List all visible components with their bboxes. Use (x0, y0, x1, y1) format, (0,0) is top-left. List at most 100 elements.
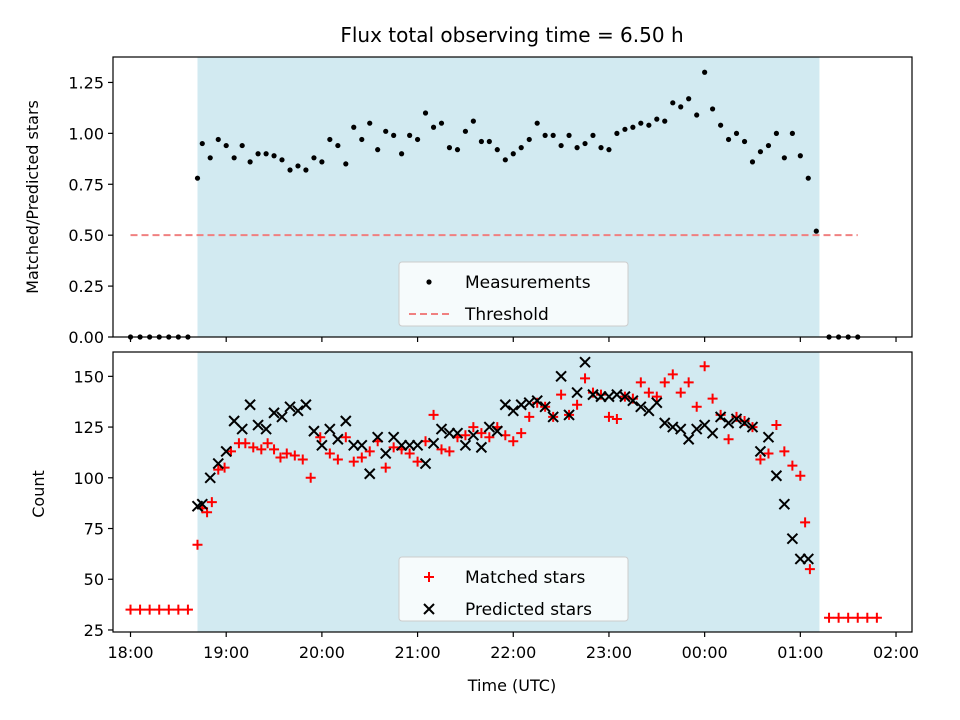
data-point (659, 377, 670, 388)
data-point (430, 124, 437, 130)
y-axis-label-bottom: Count (29, 470, 48, 518)
data-point (236, 423, 248, 435)
data-point (871, 612, 882, 623)
data-point (491, 425, 503, 437)
data-point (802, 553, 814, 565)
data-point (757, 149, 764, 155)
data-point (662, 118, 668, 124)
data-point (269, 444, 280, 455)
data-point (723, 434, 734, 445)
data-point (670, 100, 676, 106)
x-tick-label: 01:00 (777, 643, 823, 662)
data-point (343, 161, 349, 167)
data-point (702, 69, 708, 75)
data-point (279, 157, 285, 163)
data-point (427, 437, 440, 450)
data-point (380, 462, 391, 473)
data-point (524, 411, 535, 422)
data-point (611, 413, 622, 424)
data-point (590, 132, 596, 138)
data-point (686, 96, 692, 102)
data-point (436, 444, 447, 455)
x-tick-label: 00:00 (682, 643, 728, 662)
data-point (182, 604, 193, 615)
data-point (364, 446, 375, 457)
data-point (531, 394, 543, 407)
data-point (550, 132, 556, 138)
data-point (741, 138, 748, 145)
data-point (534, 120, 540, 126)
data-point (192, 539, 203, 550)
data-point (154, 604, 165, 615)
data-point (580, 373, 591, 384)
y-tick-label: 25 (84, 621, 104, 640)
data-point (572, 399, 583, 410)
data-point (263, 151, 269, 157)
data-point (371, 431, 384, 443)
data-point (800, 517, 811, 528)
data-point (508, 436, 519, 447)
data-point (574, 145, 580, 151)
series-predicted-stars (191, 356, 814, 565)
data-point (651, 391, 662, 402)
data-point (763, 448, 774, 459)
data-point (667, 369, 678, 380)
y-tick-label: 150 (73, 367, 104, 386)
data-point (367, 120, 373, 126)
data-point (444, 446, 455, 457)
data-point (638, 120, 644, 126)
legend-label: Predicted stars (465, 600, 592, 620)
data-point (407, 132, 413, 138)
x-tick-label: 02:00 (873, 643, 919, 662)
data-point (398, 151, 405, 157)
data-point (231, 155, 237, 161)
legend-marker (423, 603, 435, 615)
axes-frame (112, 351, 913, 633)
data-point (422, 110, 429, 116)
data-point (571, 386, 583, 399)
data-point (411, 439, 424, 452)
data-point (714, 411, 727, 423)
y-tick-label: 0.25 (68, 277, 104, 296)
data-point (622, 126, 628, 132)
data-point (691, 401, 702, 412)
data-point (675, 387, 686, 398)
data-point (462, 128, 469, 134)
data-point (340, 432, 351, 443)
data-point (611, 388, 623, 401)
data-point (388, 442, 399, 453)
data-point (563, 409, 575, 421)
data-point (733, 130, 740, 136)
data-point (332, 454, 343, 465)
data-point (722, 417, 735, 429)
data-point (206, 497, 217, 508)
data-point (659, 417, 671, 429)
data-point (518, 145, 524, 151)
data-point (404, 448, 415, 459)
data-point (351, 124, 357, 130)
data-point (225, 446, 236, 457)
data-point (446, 145, 453, 151)
data-point (163, 604, 174, 615)
x-tick-label: 21:00 (395, 643, 441, 662)
y-axis-label-top: Matched/Predicted stars (23, 100, 42, 294)
data-point (295, 163, 301, 169)
data-point (194, 175, 201, 181)
data-point (324, 448, 335, 459)
data-point (547, 411, 559, 423)
y-tick-label: 1.25 (68, 73, 104, 92)
data-point (682, 433, 695, 445)
data-point (542, 132, 548, 138)
data-point (619, 390, 631, 403)
data-point (212, 457, 224, 470)
data-point (579, 356, 591, 368)
data-point (414, 136, 421, 143)
data-point (460, 430, 471, 441)
data-point (213, 464, 224, 475)
data-point (494, 147, 500, 153)
data-point (786, 532, 799, 545)
data-point (770, 470, 783, 482)
data-point (220, 445, 232, 458)
data-point (478, 138, 485, 145)
